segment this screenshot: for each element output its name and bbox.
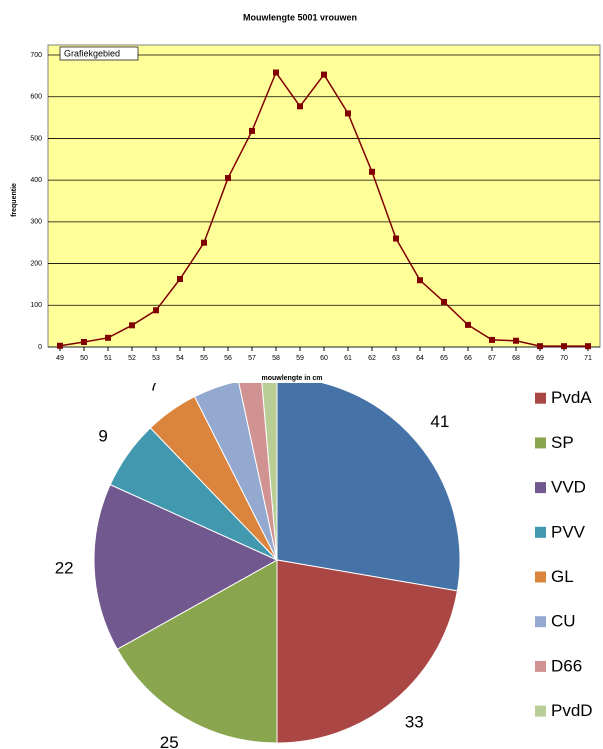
- data-point: [441, 298, 447, 305]
- legend-swatch: [535, 437, 546, 449]
- x-tick-label: 52: [128, 355, 136, 362]
- data-label: 41: [430, 412, 449, 431]
- pie-chart: 4133252297632CDAPvdASPVVDPVVGLCUD66PvdD: [55, 337, 593, 749]
- pie-slice: [276, 559, 458, 744]
- data-point: [585, 343, 591, 350]
- legend-swatch: [535, 526, 546, 538]
- data-point: [489, 336, 495, 343]
- data-point: [81, 338, 87, 345]
- legend-swatch: [535, 571, 546, 583]
- y-tick-label: 100: [30, 302, 42, 309]
- y-tick-label: 500: [30, 135, 42, 142]
- x-tick-label: 65: [440, 355, 448, 362]
- plot-area: [47, 44, 601, 348]
- data-point: [273, 69, 279, 76]
- data-label: 22: [55, 559, 74, 578]
- x-tick-label: 67: [488, 355, 496, 362]
- x-tick-label: 51: [104, 355, 112, 362]
- x-tick-label: 59: [296, 355, 304, 362]
- x-tick-label: 49: [56, 355, 64, 362]
- data-point: [297, 103, 303, 110]
- data-point: [417, 277, 423, 284]
- x-tick-label: 63: [392, 355, 400, 362]
- data-point: [177, 276, 183, 283]
- y-tick-label: 600: [30, 94, 42, 101]
- data-point: [105, 334, 111, 341]
- y-axis-title: frequentie: [11, 183, 18, 217]
- x-tick-label: 66: [464, 355, 472, 362]
- data-point: [153, 307, 159, 314]
- data-point: [321, 71, 327, 78]
- data-point: [561, 343, 567, 350]
- legend-label: SP: [551, 433, 574, 452]
- x-tick-label: 57: [248, 355, 256, 362]
- x-tick-label: 56: [224, 355, 232, 362]
- data-point: [57, 342, 63, 349]
- tooltip-text: Grafiekgebied: [64, 48, 120, 58]
- data-label: 9: [98, 426, 107, 445]
- y-tick-label: 300: [30, 219, 42, 226]
- legend-label: PVV: [551, 522, 586, 541]
- legend-swatch: [535, 392, 546, 404]
- x-tick-label: 70: [560, 355, 568, 362]
- x-tick-label: 71: [584, 355, 592, 362]
- data-point: [249, 127, 255, 134]
- y-tick-label: 200: [30, 260, 42, 267]
- tooltip-box: [59, 46, 139, 61]
- legend-swatch: [535, 705, 546, 717]
- x-tick-label: 68: [512, 355, 520, 362]
- legend-swatch: [535, 616, 546, 628]
- legend-label: VVD: [551, 478, 586, 497]
- x-axis-title: mouwlengte in cm: [261, 375, 322, 382]
- legend-swatch: [535, 482, 546, 494]
- x-tick-label: 53: [152, 355, 160, 362]
- data-point: [513, 337, 519, 344]
- pie-slice: [93, 483, 279, 650]
- legend-label: CU: [551, 612, 576, 631]
- x-tick-label: 50: [80, 355, 88, 362]
- data-point: [201, 239, 207, 246]
- pie-slice: [276, 376, 461, 592]
- y-tick-label: 400: [30, 177, 42, 184]
- x-tick-label: 58: [272, 355, 280, 362]
- data-point: [393, 235, 399, 242]
- x-tick-label: 61: [344, 355, 352, 362]
- data-point: [537, 343, 543, 350]
- data-label: 25: [160, 733, 179, 749]
- chart-title: Mouwlengte 5001 vrouwen: [243, 12, 357, 22]
- y-tick-label: 0: [38, 344, 42, 351]
- x-tick-label: 69: [536, 355, 544, 362]
- x-tick-label: 62: [368, 355, 376, 362]
- x-tick-label: 55: [200, 355, 208, 362]
- x-tick-label: 60: [320, 355, 328, 362]
- data-point: [225, 175, 231, 182]
- x-tick-label: 54: [176, 355, 184, 362]
- legend-label: PvdD: [551, 701, 593, 720]
- data-point: [465, 321, 471, 328]
- data-point: [129, 322, 135, 329]
- data-label: 33: [405, 712, 424, 731]
- data-label: 7: [149, 376, 158, 395]
- legend-label: D66: [551, 656, 582, 675]
- y-tick-label: 700: [30, 52, 42, 59]
- pie-slice: [116, 559, 278, 744]
- legend-label: PvdA: [551, 388, 592, 407]
- line-chart: Mouwlengte 5001 vrouwen mouwlengte in cm…: [10, 12, 601, 382]
- x-tick-label: 64: [416, 355, 424, 362]
- legend-swatch: [535, 660, 546, 672]
- data-point: [345, 110, 351, 117]
- legend-label: GL: [551, 567, 574, 586]
- data-point: [369, 168, 375, 175]
